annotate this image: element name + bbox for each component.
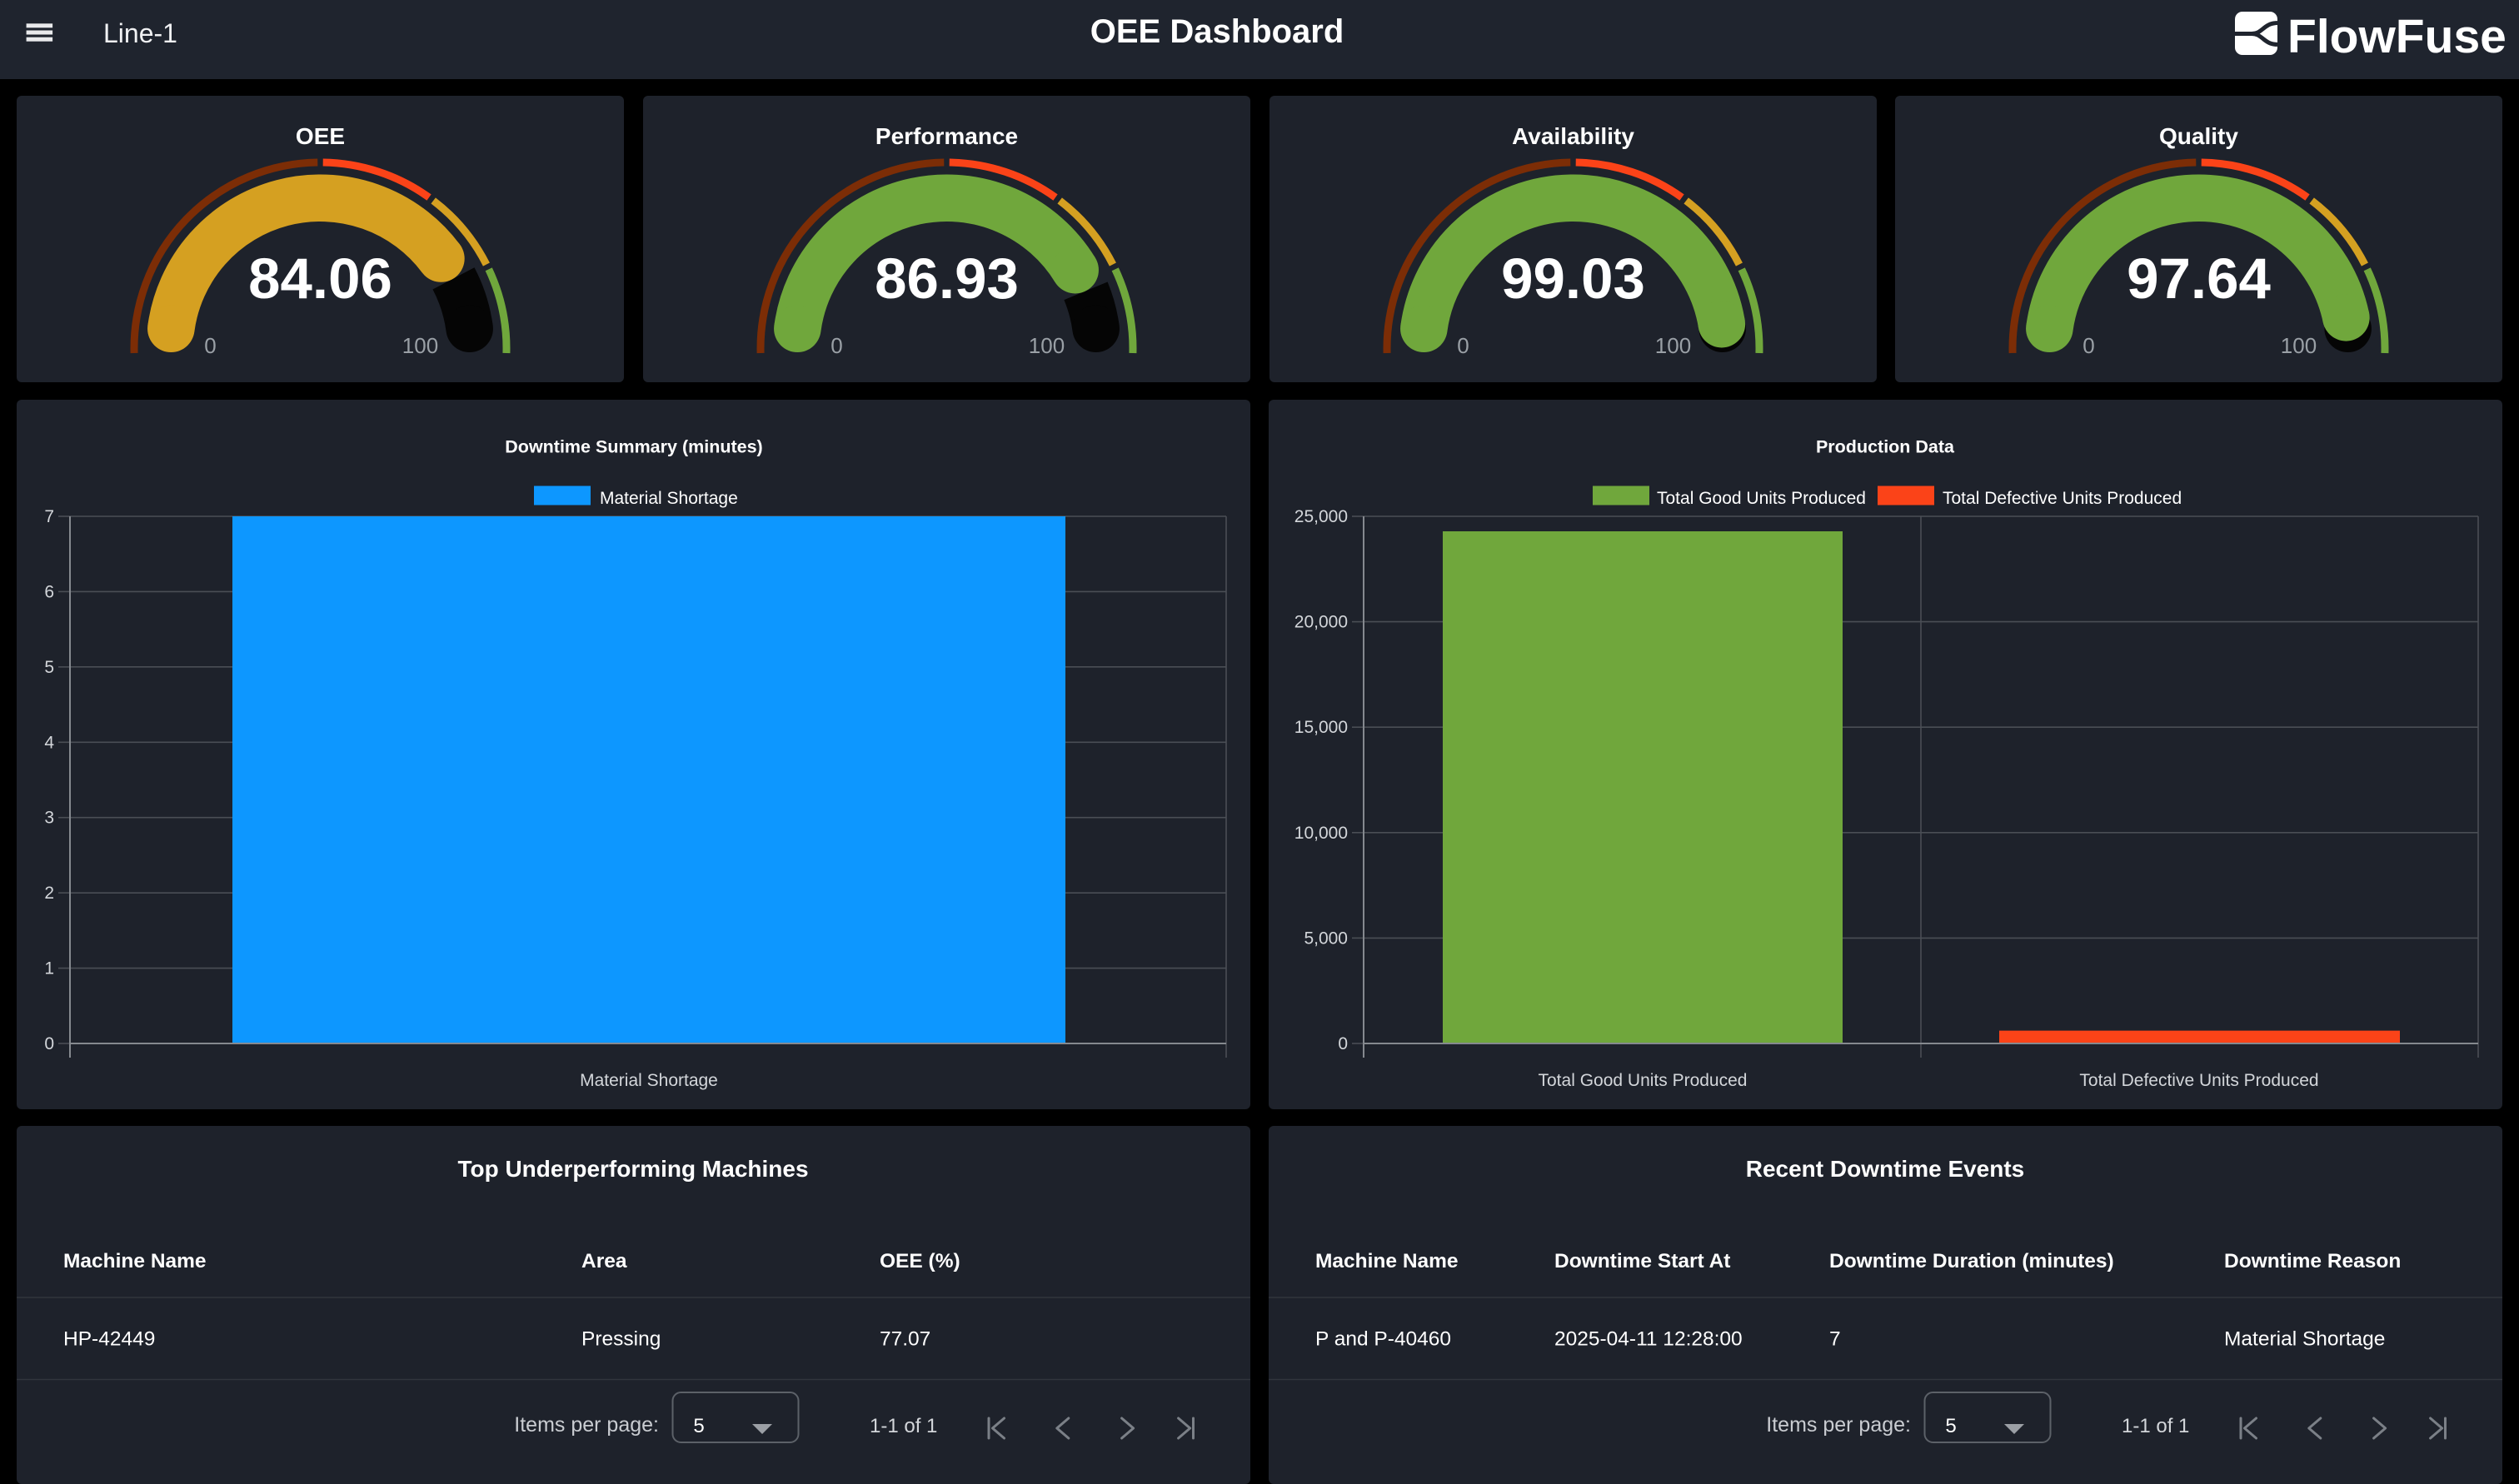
svg-text:Top Underperforming Machines: Top Underperforming Machines: [457, 1156, 808, 1182]
svg-text:100: 100: [1654, 333, 1690, 358]
svg-text:Material Shortage: Material Shortage: [2224, 1328, 2385, 1351]
svg-text:84.06: 84.06: [248, 247, 392, 311]
svg-text:5: 5: [693, 1415, 704, 1437]
svg-text:0: 0: [204, 333, 216, 358]
svg-text:1-1 of 1: 1-1 of 1: [2122, 1415, 2189, 1437]
svg-text:Downtime Start At: Downtime Start At: [1554, 1250, 1730, 1272]
svg-text:7: 7: [1829, 1328, 1841, 1351]
svg-text:2025-04-11 12:28:00: 2025-04-11 12:28:00: [1554, 1328, 1743, 1351]
svg-text:99.03: 99.03: [1501, 247, 1645, 311]
svg-text:10,000: 10,000: [1294, 824, 1348, 843]
svg-text:Material Shortage: Material Shortage: [600, 489, 738, 508]
svg-text:0: 0: [44, 1034, 54, 1053]
svg-text:100: 100: [2281, 333, 2317, 358]
svg-text:Total Good Units Produced: Total Good Units Produced: [1539, 1071, 1748, 1090]
svg-text:Total Defective Units Produced: Total Defective Units Produced: [1943, 489, 2182, 508]
svg-text:77.07: 77.07: [880, 1328, 930, 1351]
svg-text:100: 100: [1029, 333, 1065, 358]
svg-text:1: 1: [44, 959, 54, 979]
svg-text:0: 0: [831, 333, 842, 358]
svg-text:Production Data: Production Data: [1816, 437, 1955, 457]
svg-text:Pressing: Pressing: [581, 1328, 661, 1351]
svg-text:20,000: 20,000: [1294, 613, 1348, 632]
svg-text:Total Good Units Produced: Total Good Units Produced: [1657, 489, 1866, 508]
svg-text:7: 7: [44, 507, 54, 526]
svg-text:Machine Name: Machine Name: [1315, 1250, 1459, 1272]
svg-text:0: 0: [1457, 333, 1469, 358]
svg-text:97.64: 97.64: [2127, 247, 2271, 311]
svg-text:Items per page:: Items per page:: [514, 1413, 659, 1437]
svg-text:Items per page:: Items per page:: [1766, 1413, 1911, 1437]
svg-text:6: 6: [44, 582, 54, 601]
svg-text:Performance: Performance: [875, 123, 1018, 149]
svg-text:5: 5: [44, 658, 54, 677]
svg-text:Downtime Duration (minutes): Downtime Duration (minutes): [1829, 1250, 2114, 1272]
svg-text:15,000: 15,000: [1294, 718, 1348, 737]
svg-text:2: 2: [44, 884, 54, 903]
svg-text:P and P-40460: P and P-40460: [1315, 1328, 1451, 1351]
svg-text:Recent Downtime Events: Recent Downtime Events: [1746, 1156, 2025, 1182]
svg-text:Material Shortage: Material Shortage: [580, 1071, 718, 1090]
svg-text:86.93: 86.93: [875, 247, 1019, 311]
svg-text:Downtime Reason: Downtime Reason: [2224, 1250, 2401, 1272]
svg-text:3: 3: [44, 809, 54, 828]
svg-text:Total Defective Units Produced: Total Defective Units Produced: [2079, 1071, 2318, 1090]
svg-text:Machine Name: Machine Name: [63, 1250, 207, 1272]
svg-text:0: 0: [1338, 1034, 1348, 1053]
svg-text:Downtime Summary (minutes): Downtime Summary (minutes): [505, 437, 762, 457]
svg-text:0: 0: [2083, 333, 2094, 358]
svg-text:100: 100: [402, 333, 438, 358]
svg-text:HP-42449: HP-42449: [63, 1328, 155, 1351]
svg-text:Availability: Availability: [1512, 123, 1634, 149]
svg-text:4: 4: [44, 733, 54, 752]
svg-text:1-1 of 1: 1-1 of 1: [870, 1415, 937, 1437]
svg-text:Quality: Quality: [2159, 123, 2238, 149]
svg-text:25,000: 25,000: [1294, 507, 1348, 526]
svg-text:5,000: 5,000: [1304, 929, 1348, 948]
svg-text:Area: Area: [581, 1250, 627, 1272]
svg-text:5: 5: [1945, 1415, 1956, 1437]
svg-text:OEE (%): OEE (%): [880, 1250, 960, 1272]
svg-text:OEE: OEE: [296, 123, 345, 149]
svg-text:FlowFuse: FlowFuse: [2287, 10, 2507, 63]
